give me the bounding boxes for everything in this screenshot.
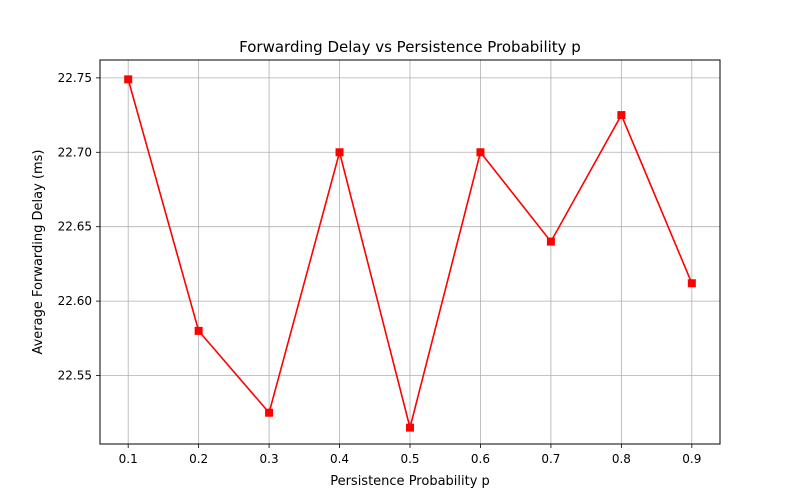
y-tick-label: 22.65 — [58, 220, 92, 234]
series-layer — [124, 75, 696, 432]
data-point-marker — [476, 148, 485, 157]
data-point-marker — [124, 75, 133, 84]
y-axis-ticks: 22.55 22.60 22.65 22.70 22.75 — [58, 71, 100, 383]
x-tick-label: 0.3 — [260, 452, 279, 466]
data-point-marker — [617, 111, 626, 120]
x-tick-label: 0.7 — [541, 452, 560, 466]
x-tick-label: 0.8 — [612, 452, 631, 466]
y-tick-label: 22.55 — [58, 369, 92, 383]
data-point-marker — [546, 237, 555, 246]
y-tick-label: 22.60 — [58, 294, 92, 308]
x-tick-label: 0.6 — [471, 452, 490, 466]
x-tick-label: 0.4 — [330, 452, 349, 466]
chart-title: Forwarding Delay vs Persistence Probabil… — [239, 38, 581, 56]
x-tick-label: 0.2 — [189, 452, 208, 466]
y-axis-label: Average Forwarding Delay (ms) — [31, 149, 46, 354]
x-tick-label: 0.5 — [400, 452, 419, 466]
y-tick-label: 22.70 — [58, 145, 92, 159]
data-point-marker — [194, 326, 203, 335]
x-tick-label: 0.1 — [119, 452, 138, 466]
data-point-marker — [265, 408, 274, 417]
data-point-marker — [687, 279, 696, 288]
x-axis-ticks: 0.1 0.2 0.3 0.4 0.5 0.6 0.7 0.8 0.9 — [119, 444, 701, 466]
x-axis-label: Persistence Probability p — [330, 474, 490, 489]
x-tick-label: 0.9 — [682, 452, 701, 466]
data-point-marker — [335, 148, 344, 157]
grid — [100, 60, 720, 444]
y-tick-label: 22.75 — [58, 71, 92, 85]
data-point-marker — [406, 423, 414, 432]
